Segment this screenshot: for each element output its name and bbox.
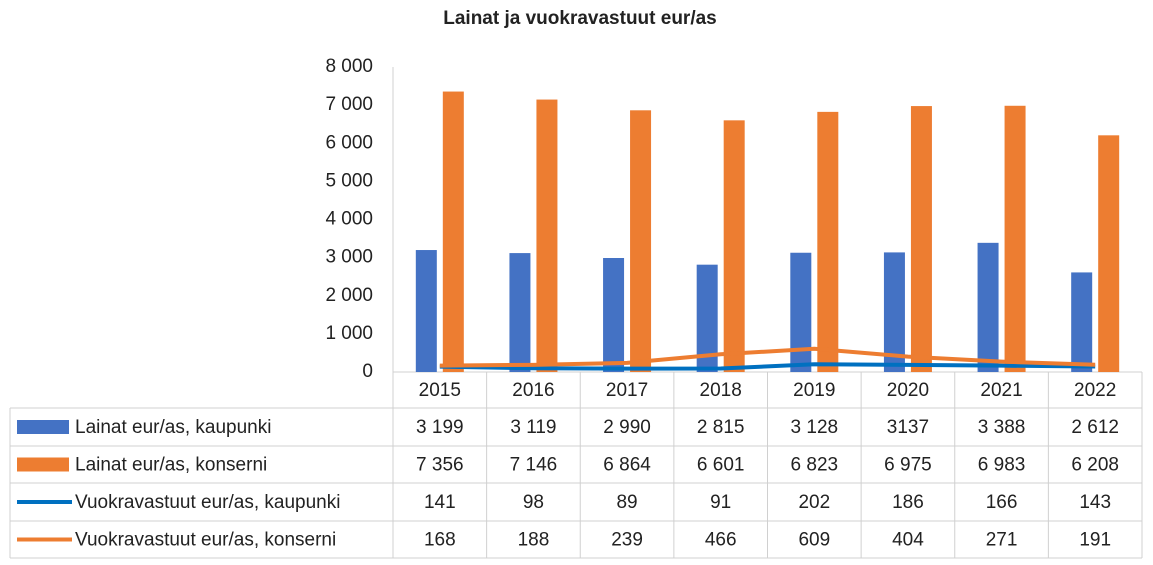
table-value: 3 199 [416, 417, 464, 438]
legend-label: Lainat eur/as, konserni [75, 455, 267, 476]
bar [910, 106, 932, 372]
bar [977, 242, 999, 372]
bar [442, 91, 464, 373]
table-value: 202 [798, 492, 830, 513]
bar [817, 111, 839, 373]
table-value: 609 [798, 530, 830, 551]
table-value: 3 119 [510, 417, 556, 438]
x-tick-label: 2022 [1074, 380, 1116, 401]
legend-key [17, 420, 69, 434]
bar [536, 99, 558, 372]
y-tick-label: 3 000 [325, 247, 373, 268]
x-tick-label: 2019 [793, 380, 835, 401]
bar [1098, 135, 1120, 372]
table-value: 3 128 [791, 417, 839, 438]
legend-label: Vuokravastuut eur/as, konserni [75, 530, 336, 551]
table-value: 191 [1079, 530, 1111, 551]
table-value: 271 [986, 530, 1018, 551]
y-tick-label: 6 000 [325, 132, 373, 153]
table-value: 91 [710, 492, 731, 513]
table-value: 3 388 [978, 417, 1026, 438]
table-value: 166 [986, 492, 1018, 513]
table-value: 188 [518, 530, 550, 551]
y-tick-label: 2 000 [325, 285, 373, 306]
y-tick-label: 5 000 [325, 170, 373, 191]
bar [603, 258, 625, 372]
bar [723, 120, 745, 372]
table-value: 6 864 [603, 455, 651, 476]
y-tick-label: 1 000 [325, 323, 373, 344]
bar [509, 253, 531, 372]
x-tick-label: 2018 [700, 380, 742, 401]
table-value: 6 601 [697, 455, 745, 476]
table-value: 98 [523, 492, 544, 513]
y-tick-label: 7 000 [325, 94, 373, 115]
chart-title: Lainat ja vuokravastuut eur/as [443, 8, 717, 29]
bar [696, 264, 718, 372]
bar [1004, 105, 1026, 372]
table-value: 7 356 [416, 455, 464, 476]
y-tick-label: 4 000 [325, 209, 373, 230]
legend-key [17, 457, 69, 472]
table-value: 3137 [887, 417, 929, 438]
table-value: 466 [705, 530, 737, 551]
table-value: 2 990 [603, 417, 651, 438]
table-value: 239 [611, 530, 643, 551]
line [439, 346, 1096, 368]
legend-label: Lainat eur/as, kaupunki [75, 417, 271, 438]
table-value: 404 [892, 530, 924, 551]
x-tick-label: 2015 [419, 380, 461, 401]
table-value: 6 975 [884, 455, 932, 476]
table-value: 143 [1079, 492, 1111, 513]
bar [790, 252, 812, 372]
table-value: 6 983 [978, 455, 1026, 476]
table-value: 2 815 [697, 417, 745, 438]
y-tick-label: 8 000 [325, 56, 373, 77]
x-tick-label: 2016 [512, 380, 554, 401]
x-tick-label: 2017 [606, 380, 648, 401]
x-tick-label: 2020 [887, 380, 929, 401]
table-value: 186 [892, 492, 924, 513]
table-value: 89 [616, 492, 637, 513]
table-value: 168 [424, 530, 456, 551]
bar [1071, 272, 1093, 372]
line [439, 362, 1096, 371]
table-value: 7 146 [510, 455, 558, 476]
bar [630, 110, 652, 372]
legend-label: Vuokravastuut eur/as, kaupunki [75, 492, 340, 513]
table-value: 2 612 [1071, 417, 1119, 438]
table-value: 141 [424, 492, 456, 513]
x-tick-label: 2021 [980, 380, 1022, 401]
table-value: 6 823 [791, 455, 839, 476]
bar [415, 250, 437, 372]
bar [883, 252, 905, 372]
table-value: 6 208 [1071, 455, 1119, 476]
y-tick-label: 0 [362, 361, 373, 382]
